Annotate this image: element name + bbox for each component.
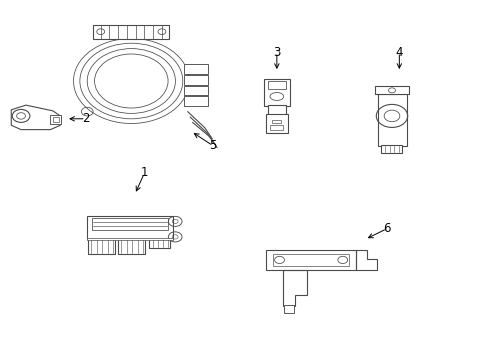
Bar <box>264 79 290 106</box>
Bar <box>87 238 172 240</box>
Bar <box>266 114 288 133</box>
Bar <box>88 239 115 254</box>
Bar <box>184 86 208 95</box>
Bar <box>266 250 357 270</box>
Bar <box>272 120 281 123</box>
Text: 4: 4 <box>395 46 403 59</box>
Bar <box>92 218 168 230</box>
Bar <box>184 96 208 106</box>
Bar <box>381 145 402 153</box>
Bar <box>149 239 170 248</box>
Bar <box>93 25 170 39</box>
Text: 1: 1 <box>141 166 148 179</box>
Bar <box>270 125 283 130</box>
Bar <box>273 254 349 266</box>
Bar <box>184 64 208 74</box>
Bar <box>53 117 59 122</box>
Ellipse shape <box>270 93 284 100</box>
Text: 2: 2 <box>82 112 90 125</box>
Text: 6: 6 <box>383 222 391 235</box>
Bar <box>375 86 409 94</box>
Bar <box>284 305 294 313</box>
Bar <box>268 81 286 89</box>
Text: 3: 3 <box>273 46 281 59</box>
Bar <box>268 105 286 115</box>
Bar <box>184 75 208 85</box>
Text: 5: 5 <box>209 139 217 152</box>
Bar <box>118 239 145 254</box>
Bar <box>87 216 172 239</box>
Bar <box>378 94 407 146</box>
Bar <box>50 115 61 124</box>
